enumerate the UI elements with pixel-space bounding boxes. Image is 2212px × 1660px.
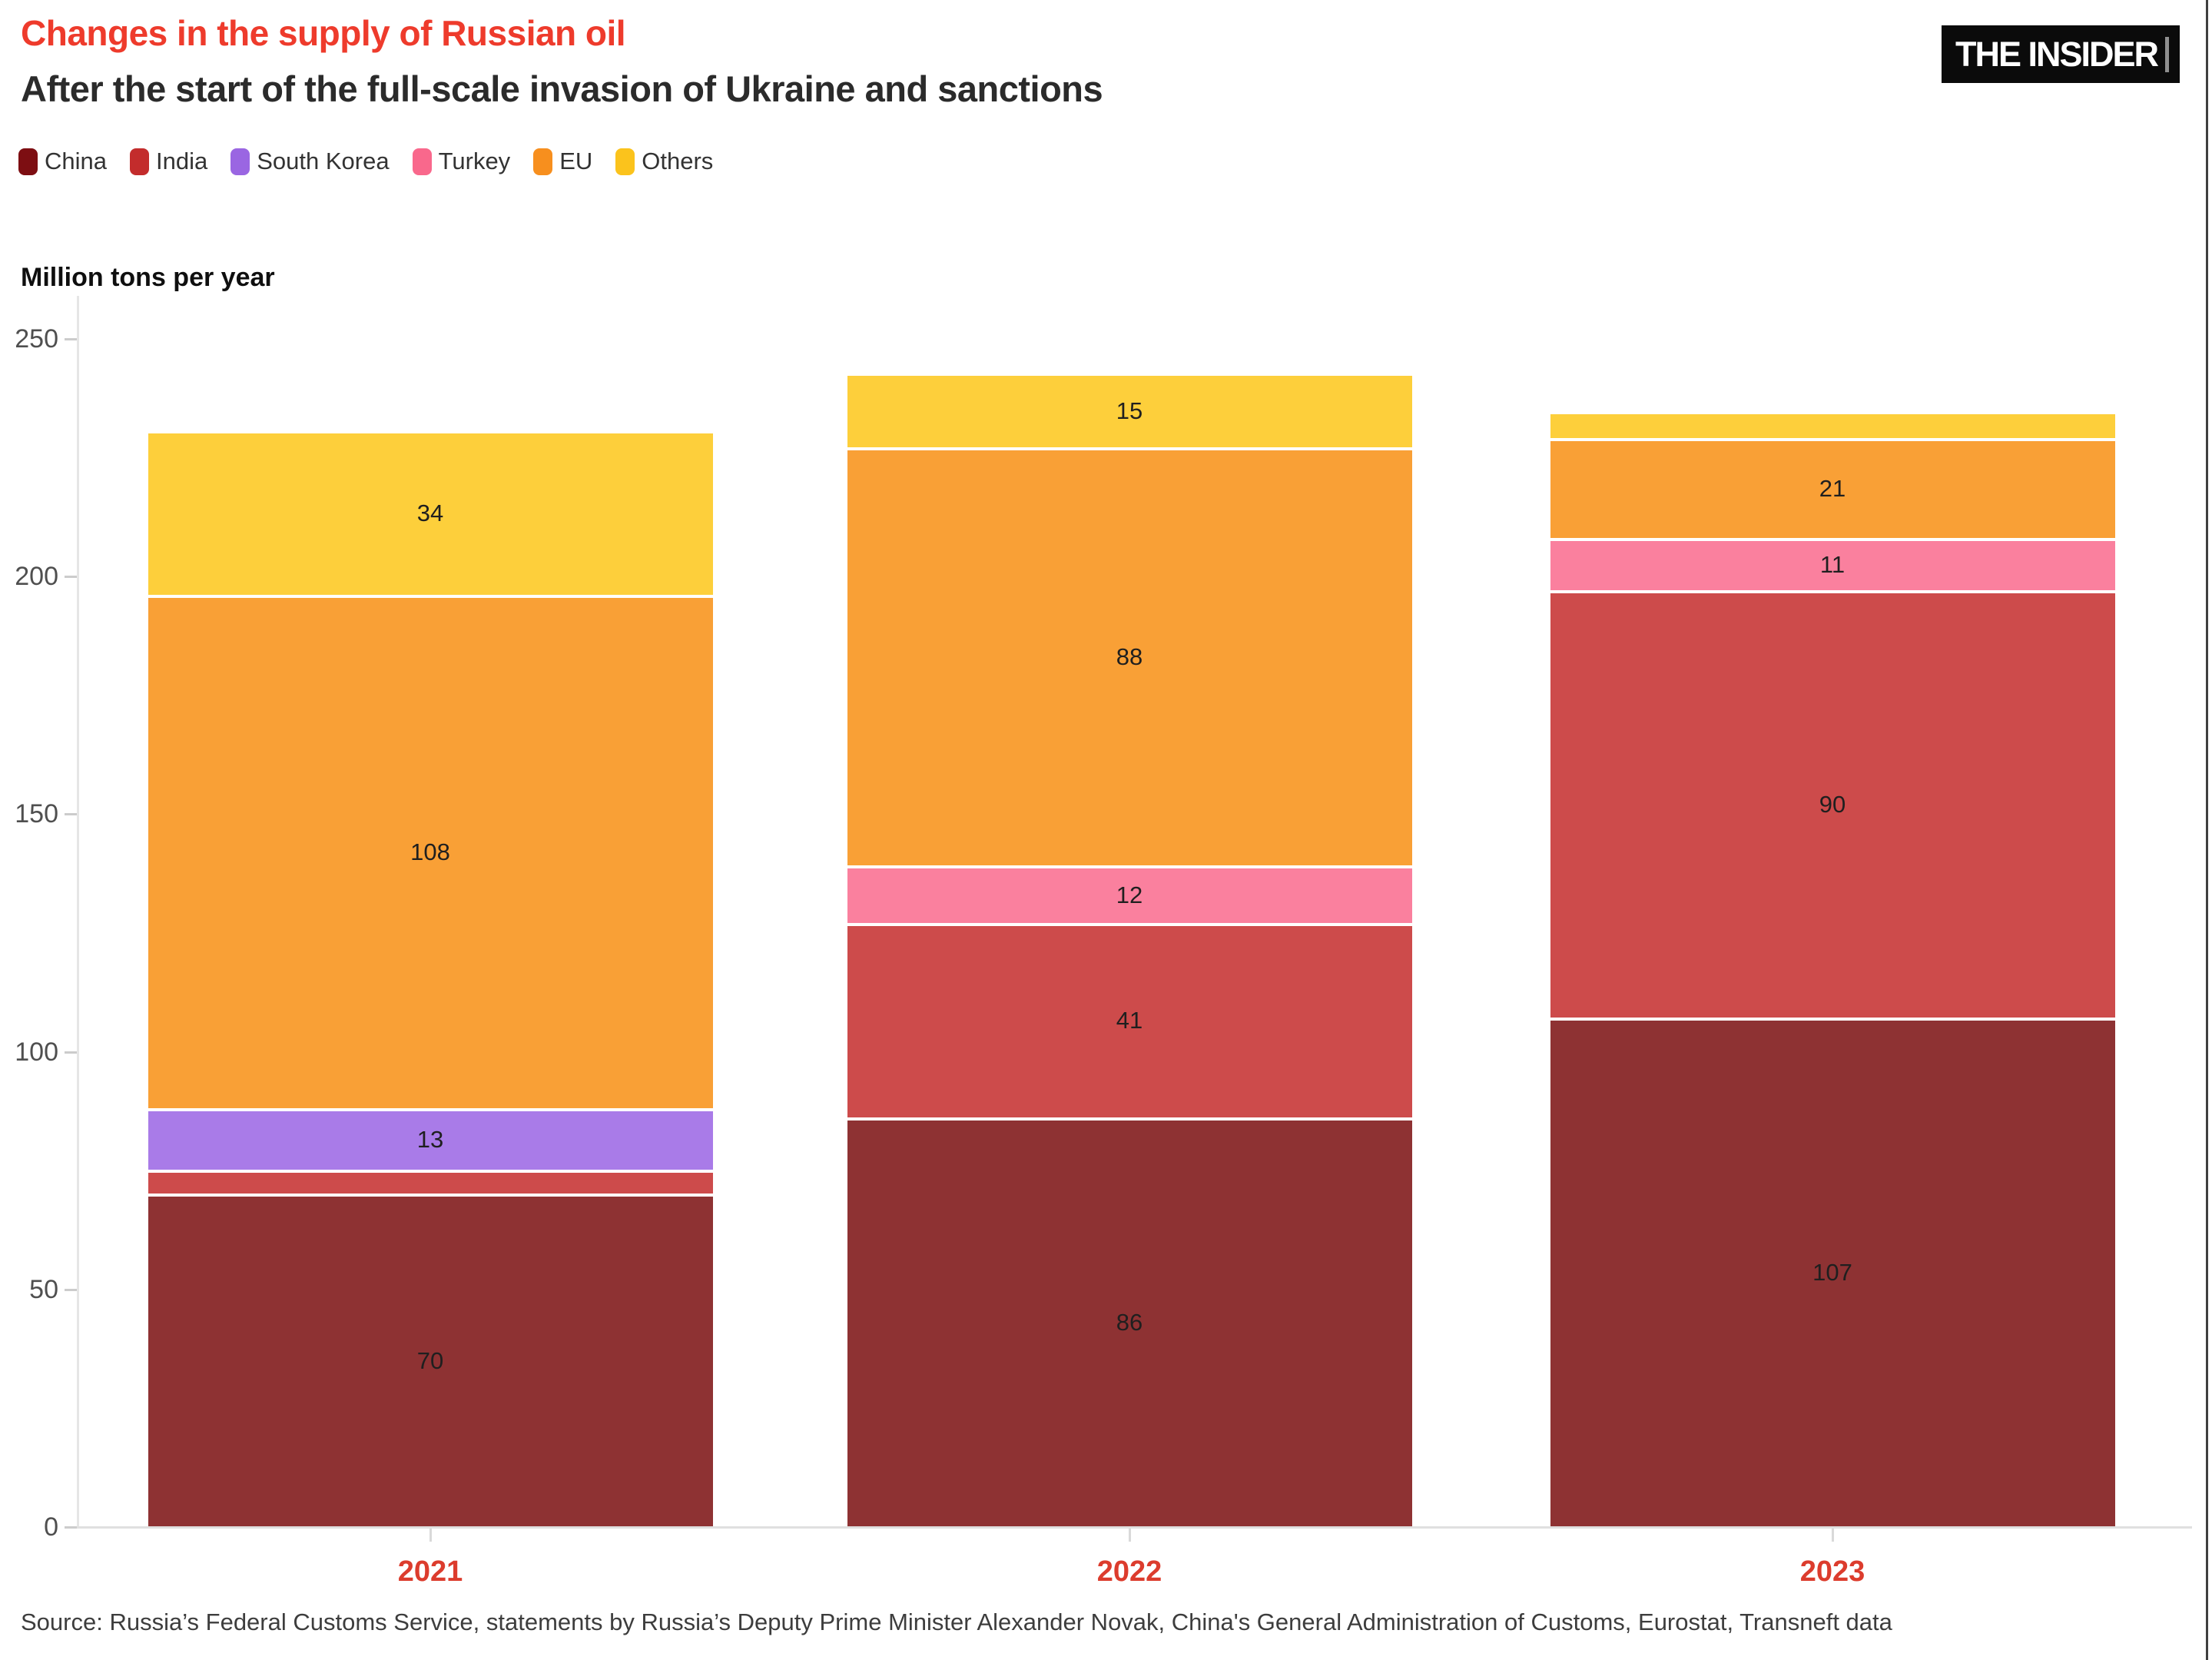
bar-value-label: 11 (1819, 550, 1846, 578)
bar-segment-china (1550, 1021, 2115, 1526)
bar-segment-others (1550, 413, 2115, 438)
legend-item: EU (533, 148, 592, 175)
x-axis-label: 2021 (397, 1555, 463, 1588)
x-tick (429, 1529, 432, 1542)
y-axis-title: Million tons per year (21, 263, 275, 292)
bar-segment-india (1550, 593, 2115, 1018)
legend-label: Turkey (438, 148, 511, 174)
bar-segment-china (847, 1120, 1412, 1526)
legend-swatch (533, 148, 553, 175)
x-axis-baseline (77, 1526, 2192, 1529)
y-axis-line (77, 296, 79, 1529)
y-tick-label: 250 (15, 324, 58, 354)
legend-swatch (130, 148, 149, 175)
y-tick (65, 1526, 77, 1529)
page-subtitle: After the start of the full-scale invasi… (21, 68, 1103, 109)
bar-value-label: 13 (416, 1126, 444, 1153)
y-tick-label: 150 (15, 799, 58, 829)
legend-label: China (45, 148, 107, 174)
legend-swatch (412, 148, 432, 175)
page-title: Changes in the supply of Russian oil (21, 13, 626, 53)
legend-swatch (18, 148, 38, 175)
y-tick-label: 100 (15, 1037, 58, 1067)
bar-value-label: 41 (1116, 1007, 1143, 1034)
legend-label: South Korea (257, 148, 390, 174)
legend-item: China (18, 148, 107, 175)
bar-segment-eu (847, 450, 1412, 866)
bar-value-label: 34 (416, 499, 444, 526)
bar-value-label: 15 (1116, 397, 1143, 424)
bar-segment-eu (148, 597, 713, 1108)
y-tick (65, 1051, 77, 1054)
bar-value-label: 108 (410, 838, 450, 865)
x-tick (1832, 1529, 1834, 1542)
bar-segment-turkey (1550, 540, 2115, 590)
bar-value-label: 70 (416, 1346, 444, 1374)
bar-segment-others (148, 433, 713, 595)
legend-item: India (130, 148, 207, 175)
legend-label: EU (559, 148, 593, 174)
brand-logo: THE INSIDER (1942, 25, 2180, 83)
bar-value-label: 107 (1812, 1259, 1852, 1286)
bar-segment-india (148, 1173, 713, 1194)
bar-value-label: 88 (1116, 643, 1143, 671)
legend-item: Others (615, 148, 713, 175)
y-tick (65, 338, 77, 340)
bar-segment-turkey (847, 868, 1412, 923)
y-tick (65, 813, 77, 816)
bar-value-label: 21 (1819, 474, 1846, 502)
y-tick (65, 1288, 77, 1291)
bar-value-label: 86 (1116, 1309, 1143, 1336)
legend-swatch (615, 148, 635, 175)
x-axis-label: 2023 (1799, 1555, 1865, 1588)
legend-label: India (156, 148, 208, 174)
y-tick-label: 50 (29, 1274, 58, 1304)
source-note: Source: Russia’s Federal Customs Service… (21, 1609, 1892, 1635)
cursor-mark-icon (2165, 36, 2169, 72)
bar-value-label: 12 (1116, 881, 1143, 908)
bar-value-label: 90 (1819, 791, 1846, 818)
legend-swatch (230, 148, 250, 175)
brand-logo-text: THE INSIDER (1955, 34, 2159, 74)
y-tick-label: 200 (15, 562, 58, 592)
bar-segment-south-korea (148, 1111, 713, 1170)
right-edge-line (2206, 0, 2208, 1660)
legend-item: Turkey (412, 148, 511, 175)
y-tick (65, 576, 77, 579)
x-tick (1129, 1529, 1131, 1542)
legend-label: Others (642, 148, 714, 174)
bar-segment-india (847, 925, 1412, 1118)
bar-segment-eu (1550, 440, 2115, 538)
y-tick-label: 0 (44, 1512, 58, 1542)
x-axis-label: 2022 (1096, 1555, 1162, 1588)
legend: China India South Korea Turkey EU Others (18, 148, 713, 175)
legend-item: South Korea (230, 148, 390, 175)
bar-segment-china (148, 1197, 713, 1526)
bar-segment-others (847, 376, 1412, 448)
